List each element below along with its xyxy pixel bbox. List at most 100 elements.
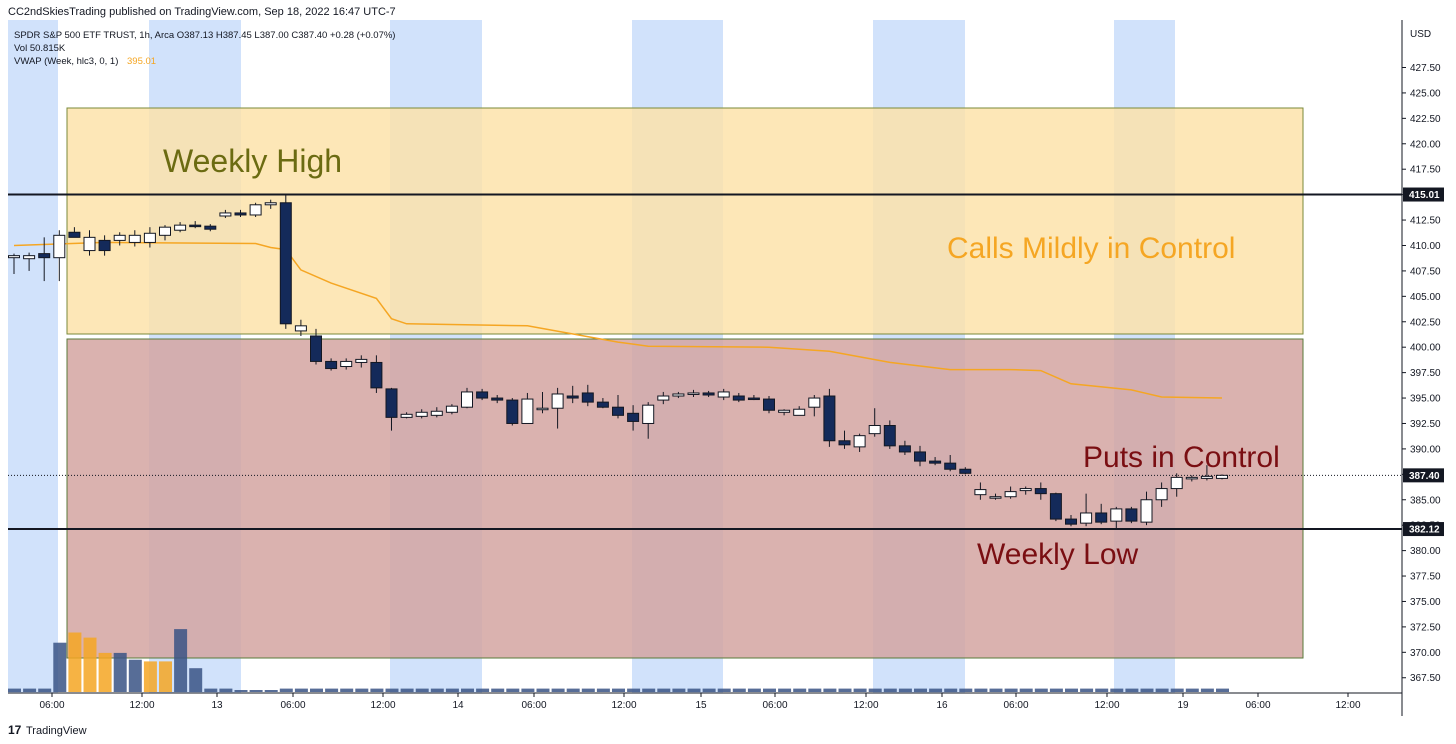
price-tick-label: 375.00 [1410,597,1441,608]
candle-body [763,398,775,411]
volume-bar [1155,688,1169,692]
weekly-high-annotation: Weekly High [163,143,342,179]
candle-body [68,231,81,238]
candle-body [294,325,307,332]
volume-bar [23,688,37,692]
volume-bar [929,688,943,692]
candle-body [506,399,519,424]
price-tick-label: 420.00 [1410,139,1441,150]
volume-bar [778,688,792,692]
candle [1049,492,1062,522]
candle [476,388,489,401]
published-line: CC2ndSkiesTrading published on TradingVi… [8,6,396,18]
volume-bar [234,690,248,692]
candle [234,209,247,218]
candle-body [596,401,609,408]
candle [536,391,549,414]
candle [325,358,338,371]
volume-bar [853,688,867,692]
volume-legend[interactable]: Vol 50.815K [14,43,66,54]
candle-body [702,392,715,396]
volume-bar [370,688,384,692]
candle [310,328,322,365]
volume-bar [83,637,97,692]
volume-bar [1216,688,1229,692]
puts-annotation: Puts in Control [1083,441,1280,474]
volume-bar [476,688,490,692]
volume-bar [159,661,172,692]
volume-bar [1080,688,1094,692]
candle-body [717,391,730,398]
candle-body [370,361,383,389]
tradingview-logo[interactable]: 17 TradingView [8,723,87,737]
candle-body [1140,499,1153,523]
candle-body [189,224,202,228]
volume-bar [294,688,308,692]
candle [400,412,413,419]
candle [1216,474,1228,480]
candle [83,230,96,256]
vwap-legend[interactable]: VWAP (Week, hlc3, 0, 1) 395.01 [14,56,156,67]
symbol-legend[interactable]: SPDR S&P 500 ETF TRUST, 1h, Arca O387.13… [14,30,395,41]
candle [23,252,36,271]
candle-body [853,435,866,448]
candle-body [325,360,338,370]
volume-bar [204,688,218,692]
price-tick-label: 370.00 [1410,648,1441,659]
volume-bar [1170,688,1184,692]
candle [1065,515,1077,527]
candle [1110,506,1123,530]
volume-bar [1200,688,1214,692]
candle [461,387,473,409]
time-tick-label: 19 [1177,700,1189,711]
candle-body [657,395,670,401]
candle [914,445,926,467]
price-tick-label: 427.50 [1410,63,1441,74]
candle [838,430,851,449]
candle [1140,491,1153,526]
volume-bar [883,688,897,692]
candle-body [113,234,126,241]
price-tick-label: 397.50 [1410,368,1441,379]
candle-body [1004,491,1017,498]
volume-bar [823,688,837,692]
candle [113,232,126,246]
candle [929,457,942,466]
candle [219,209,232,219]
candle-body [8,255,20,259]
price-tick-label: 400.00 [1410,343,1441,354]
candle-body [687,392,700,395]
time-axis[interactable]: 06:00 12:00 13 06:00 12:00 14 06:00 12:00 15 06:0… [39,693,1361,711]
candle-body [838,440,851,446]
candle [430,407,443,418]
candle-body [400,413,413,418]
volume-bar [989,688,1003,692]
candle [627,405,640,431]
price-tick-label: 380.00 [1410,546,1441,557]
candle [732,392,745,403]
volume-bar [808,688,822,692]
candle-body [898,445,911,453]
price-tick-label: 390.00 [1410,444,1441,455]
candle-body [1185,476,1198,480]
candle-body [53,234,66,259]
candle [868,408,881,437]
candle-body [989,496,1002,499]
volume-bar [612,688,625,692]
volume-bar [113,652,127,692]
candle [294,319,307,337]
price-tick-label: 377.50 [1410,572,1441,583]
candle [491,394,504,404]
candle [944,455,957,472]
candle [143,227,156,248]
candle [445,404,458,415]
volume-bar [868,688,882,692]
candle [1019,486,1032,495]
volume-bar [672,688,686,692]
weekly-low-annotation: Weekly Low [977,538,1139,571]
candle-body [249,204,262,216]
price-tick-label: 392.50 [1410,419,1441,430]
candle [370,355,383,393]
volume-bar [974,688,988,692]
